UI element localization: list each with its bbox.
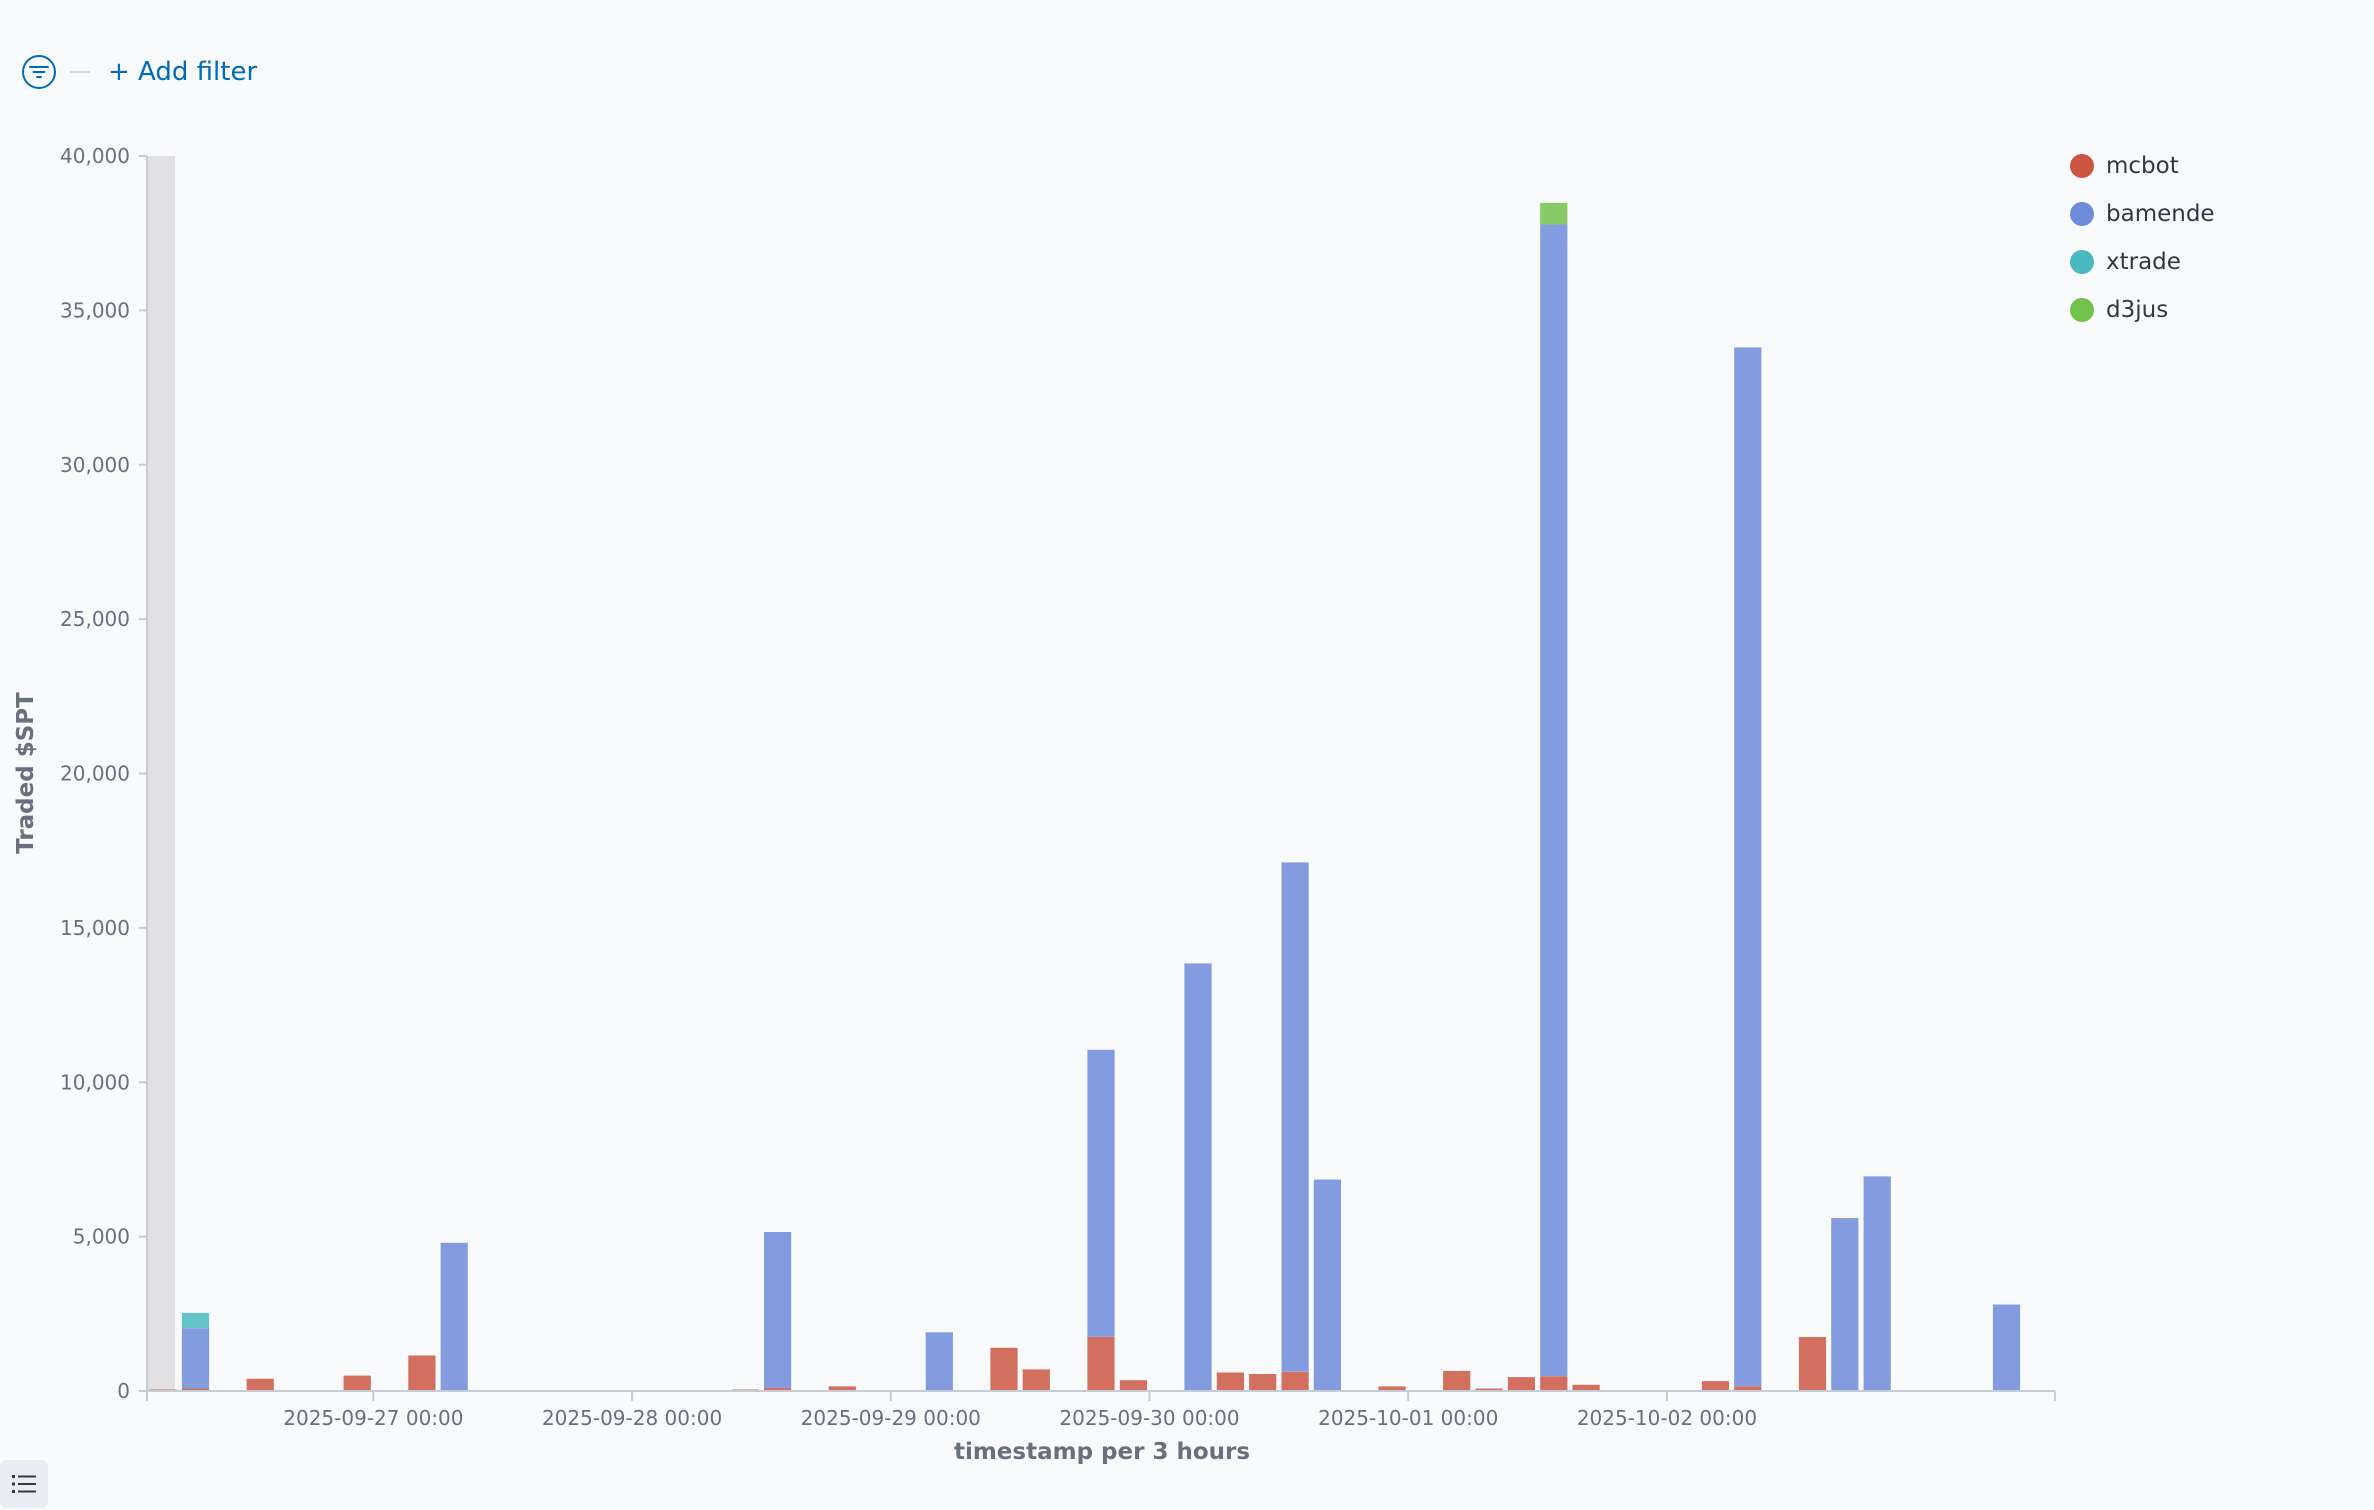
bar-mcbot-11[interactable] <box>1119 1380 1147 1391</box>
add-filter-button[interactable]: + Add filter <box>108 57 258 87</box>
legend-swatch <box>2070 154 2094 178</box>
y-tick-label: 25,000 <box>60 607 130 631</box>
bar-mcbot-15[interactable] <box>1378 1386 1406 1391</box>
bar-bamende-0[interactable] <box>181 1328 210 1389</box>
bar-mcbot-7[interactable] <box>828 1386 856 1391</box>
bar-mcbot-12[interactable] <box>1216 1372 1244 1392</box>
bar-mcbot-2[interactable] <box>246 1378 274 1391</box>
bar-bamende-9[interactable] <box>1734 347 1762 1387</box>
legend-item-xtrade[interactable]: xtrade <box>2070 238 2215 286</box>
y-tick-label: 20,000 <box>60 762 130 786</box>
y-axis-title: Traded $SPT <box>13 692 39 854</box>
bar-bamende-7[interactable] <box>1313 1179 1341 1392</box>
legend-label: bamende <box>2106 201 2215 227</box>
bar-bamende-6[interactable] <box>1281 862 1309 1372</box>
filter-bar: + Add filter <box>22 52 257 92</box>
bar-bamende-3[interactable] <box>925 1332 953 1391</box>
bar-mcbot-4[interactable] <box>408 1355 436 1392</box>
x-axis: 2025-09-27 00:00 2025-09-28 00:00 2025-09-… <box>146 1390 2056 1430</box>
y-tick-label: 30,000 <box>60 453 130 477</box>
legend-swatch <box>2070 250 2094 274</box>
y-tick-label: 35,000 <box>60 298 130 322</box>
bar-mcbot-6[interactable] <box>764 1387 792 1391</box>
bar-mcbot-18[interactable] <box>1507 1377 1535 1391</box>
filter-separator <box>70 71 90 73</box>
bar-mcbot-20[interactable] <box>1572 1384 1600 1391</box>
bars-layer <box>149 202 2021 1392</box>
bar-mcbot-13[interactable] <box>1249 1374 1277 1391</box>
legend: mcbot bamende xtrade d3jus <box>2070 142 2215 334</box>
bar-bamende-8[interactable] <box>1540 224 1568 1377</box>
legend-label: d3jus <box>2106 297 2169 323</box>
y-tick-label: 5,000 <box>73 1225 130 1249</box>
bar-mcbot-8[interactable] <box>990 1347 1018 1391</box>
bar-d3jus-0[interactable] <box>1540 202 1568 225</box>
bar-mcbot-22[interactable] <box>1734 1386 1762 1391</box>
y-tick-label: 10,000 <box>60 1070 130 1094</box>
bar-mcbot-9[interactable] <box>1022 1369 1050 1391</box>
legend-swatch <box>2070 298 2094 322</box>
y-tick-label: 15,000 <box>60 916 130 940</box>
bar-bamende-10[interactable] <box>1831 1218 1859 1391</box>
x-tick-label: 2025-10-01 00:00 <box>1318 1406 1498 1430</box>
legend-label: mcbot <box>2106 153 2179 179</box>
bar-mcbot-17[interactable] <box>1475 1388 1503 1392</box>
bar-mcbot-23[interactable] <box>1798 1337 1827 1391</box>
legend-item-bamende[interactable]: bamende <box>2070 190 2215 238</box>
legend-item-mcbot[interactable]: mcbot <box>2070 142 2215 190</box>
list-icon[interactable] <box>0 1460 48 1508</box>
filter-icon[interactable] <box>22 55 56 89</box>
bar-mcbot-16[interactable] <box>1443 1370 1471 1391</box>
bar-bamende-5[interactable] <box>1184 963 1212 1391</box>
x-axis-title: timestamp per 3 hours <box>954 1439 1250 1465</box>
legend-swatch <box>2070 202 2094 226</box>
y-tick-label: 0 <box>117 1379 130 1403</box>
legend-label: xtrade <box>2106 249 2181 275</box>
bar-bamende-12[interactable] <box>1992 1304 2021 1392</box>
bar-mcbot-19[interactable] <box>1540 1376 1568 1391</box>
bar-bamende-4[interactable] <box>1087 1049 1115 1337</box>
x-tick-label: 2025-09-30 00:00 <box>1059 1406 1239 1430</box>
legend-item-d3jus[interactable]: d3jus <box>2070 286 2215 334</box>
x-tick-label: 2025-09-28 00:00 <box>542 1406 722 1430</box>
selected-range-highlight <box>147 156 175 1391</box>
bar-mcbot-1[interactable] <box>181 1388 210 1392</box>
y-tick-label: 40,000 <box>60 144 130 168</box>
bar-bamende-2[interactable] <box>764 1232 792 1388</box>
bar-xtrade-0[interactable] <box>181 1312 210 1329</box>
x-tick-label: 2025-09-27 00:00 <box>283 1406 463 1430</box>
bar-mcbot-3[interactable] <box>343 1375 371 1391</box>
bar-bamende-11[interactable] <box>1863 1176 1891 1391</box>
bar-bamende-1[interactable] <box>440 1242 468 1391</box>
y-axis: 0 5,000 10,000 15,000 20,000 25,000 30,000 35,0… <box>60 144 148 1403</box>
bar-mcbot-14[interactable] <box>1281 1371 1309 1391</box>
x-tick-label: 2025-09-29 00:00 <box>801 1406 981 1430</box>
bar-mcbot-21[interactable] <box>1701 1381 1730 1391</box>
bar-mcbot-10[interactable] <box>1087 1337 1115 1391</box>
x-tick-label: 2025-10-02 00:00 <box>1577 1406 1757 1430</box>
